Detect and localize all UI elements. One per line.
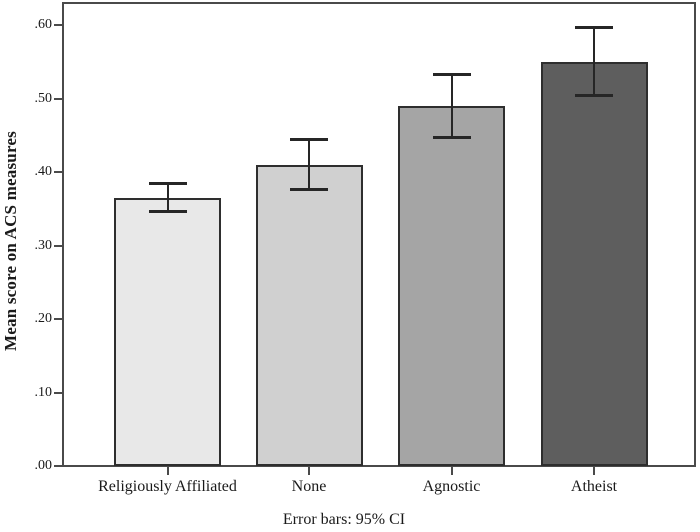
x-tick-mark (593, 466, 595, 475)
error-bar-whisker (166, 183, 169, 213)
y-tick-mark (54, 244, 62, 247)
error-bar-cap-bottom (575, 93, 613, 97)
y-tick-mark (54, 24, 62, 26)
y-tick-label: .00 (34, 458, 53, 473)
y-tick-mark (54, 391, 62, 394)
error-bar-cap-top (148, 182, 187, 186)
x-tick-label: Religiously Affiliated (98, 478, 237, 495)
bar-agnostic (398, 105, 505, 466)
error-bar-cap-bottom (432, 136, 471, 140)
y-tick-label: .30 (34, 237, 53, 253)
error-bar-cap-top (432, 72, 471, 76)
y-tick-mark (54, 318, 62, 320)
x-tick-mark (308, 466, 310, 475)
bar-atheist (540, 61, 648, 466)
error-bar-whisker (593, 27, 595, 96)
y-tick-label: .60 (34, 17, 53, 32)
x-tick-label: Atheist (570, 478, 618, 495)
error-bar-cap-bottom (148, 210, 187, 214)
x-tick-mark (450, 466, 453, 475)
error-bar-whisker (450, 73, 453, 139)
x-tick-label: None (291, 478, 327, 495)
y-tick-mark (54, 97, 62, 100)
y-tick-label: .20 (34, 311, 53, 326)
y-tick-label: .10 (34, 384, 53, 400)
y-tick-mark (54, 465, 62, 467)
error-bar-cap-top (575, 26, 613, 30)
x-tick-label: Agnostic (422, 478, 481, 495)
bar-none (255, 164, 363, 466)
error-bar-whisker (308, 138, 310, 191)
y-tick-label: .40 (34, 164, 53, 179)
x-tick-mark (166, 466, 169, 475)
error-bar-cap-top (290, 137, 328, 141)
y-tick-mark (54, 171, 62, 173)
error-bar-cap-bottom (290, 188, 328, 192)
error-bars-caption: Error bars: 95% CI (282, 511, 406, 528)
y-tick-label: .50 (34, 90, 53, 106)
bar-religiously-affiliated (114, 197, 221, 466)
